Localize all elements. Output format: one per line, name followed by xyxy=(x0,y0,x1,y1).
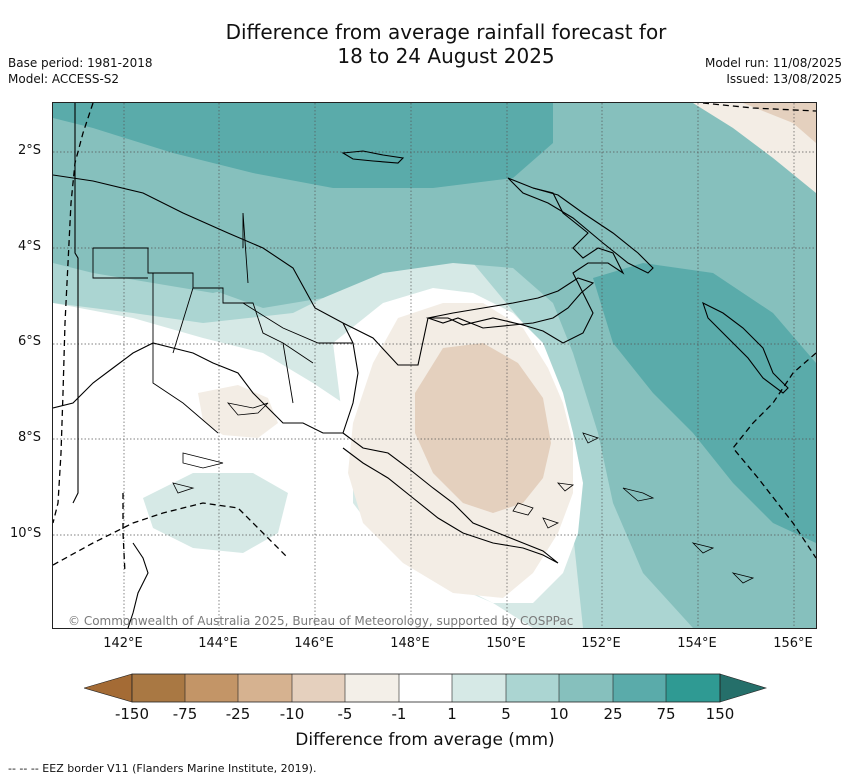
cb-tick-1: -75 xyxy=(172,705,198,723)
png-border xyxy=(72,103,79,504)
cb-tick-6: 1 xyxy=(447,705,457,723)
colorbar-seg-10 xyxy=(613,674,666,702)
eez-east xyxy=(732,352,817,559)
eez-south xyxy=(52,502,289,566)
meta-left: Base period: 1981-2018 Model: ACCESS-S2 xyxy=(8,55,153,87)
cb-tick-2: -25 xyxy=(225,705,251,723)
eez-footnote: -- -- -- EEZ border V11 (Flanders Marine… xyxy=(8,762,317,775)
colorbar-seg-12 xyxy=(719,673,768,703)
colorbar-seg-3 xyxy=(238,674,292,702)
colorbar-seg-5 xyxy=(345,674,399,702)
province-lines xyxy=(92,212,353,434)
colorbar-title: Difference from average (mm) xyxy=(295,730,555,750)
wet-medium-northwest xyxy=(53,183,273,293)
eez-torres xyxy=(122,493,126,574)
colorbar xyxy=(84,673,768,703)
dry-light-center xyxy=(415,343,551,513)
lat-label-6s: 6°S xyxy=(18,334,42,349)
eez-northeast xyxy=(702,102,817,112)
colorbar-seg-6 xyxy=(399,674,452,702)
gridlines xyxy=(53,103,816,628)
wet-strong-north xyxy=(53,103,553,188)
lat-label-8s: 8°S xyxy=(18,430,42,445)
bougainville xyxy=(702,301,789,394)
dry-northeast xyxy=(693,103,816,193)
lon-label-156e: 156°E xyxy=(773,636,813,651)
model-run: Model run: 11/08/2025 xyxy=(704,56,842,70)
papuan-peninsula xyxy=(342,432,559,564)
model-name: Model: ACCESS-S2 xyxy=(8,72,120,86)
issued-date: Issued: 13/08/2025 xyxy=(726,72,842,86)
chart-title: Difference from average rainfall forecas… xyxy=(0,20,850,68)
cb-tick-9: 25 xyxy=(603,705,623,723)
cb-tick-10: 75 xyxy=(656,705,676,723)
title-line-1: Difference from average rainfall forecas… xyxy=(225,20,667,44)
manus-island xyxy=(341,150,405,164)
lat-label-4s: 4°S xyxy=(18,239,42,254)
cb-tick-11: 150 xyxy=(705,705,735,723)
lat-label-2s: 2°S xyxy=(18,143,42,158)
colorbar-seg-4 xyxy=(292,674,345,702)
eez-west xyxy=(52,102,94,524)
lon-label-148e: 148°E xyxy=(390,636,430,651)
rainfall-map xyxy=(52,102,817,629)
cb-tick-8: 10 xyxy=(549,705,569,723)
colorbar-seg-11 xyxy=(666,674,720,702)
wet-strong-east xyxy=(593,263,816,543)
neutral-zone xyxy=(53,303,533,628)
colorbar-seg-9 xyxy=(559,674,613,702)
lon-label-144e: 144°E xyxy=(198,636,238,651)
solomon-islands xyxy=(622,487,755,584)
lat-label-10s: 10°S xyxy=(10,526,42,541)
lon-label-146e: 146°E xyxy=(294,636,334,651)
torres-islands xyxy=(172,452,224,494)
lon-label-152e: 152°E xyxy=(581,636,621,651)
gulf-islands xyxy=(226,402,269,416)
map-svg xyxy=(52,102,817,629)
meta-right: Model run: 11/08/2025 Issued: 13/08/2025 xyxy=(705,55,842,87)
title-line-2: 18 to 24 August 2025 xyxy=(337,44,555,68)
cb-tick-5: -1 xyxy=(391,705,407,723)
new-ireland xyxy=(507,177,654,274)
cb-tick-3: -10 xyxy=(279,705,305,723)
colorbar-seg-8 xyxy=(506,674,559,702)
wet-medium-region xyxy=(53,103,816,628)
lon-label-142e: 142°E xyxy=(103,636,143,651)
new-guinea-coast xyxy=(52,174,625,434)
colorbar-seg-0 xyxy=(84,673,133,703)
colorbar-seg-2 xyxy=(185,674,238,702)
lon-label-150e: 150°E xyxy=(486,636,526,651)
trobriand-islands xyxy=(556,432,600,492)
base-period: Base period: 1981-2018 xyxy=(8,56,153,70)
lon-label-154e: 154°E xyxy=(677,636,717,651)
cape-york xyxy=(127,542,149,629)
colorbar-seg-7 xyxy=(452,674,506,702)
dry-northeast-core xyxy=(743,103,816,143)
coastlines xyxy=(52,103,789,629)
cb-tick-7: 5 xyxy=(501,705,511,723)
new-britain xyxy=(425,277,595,329)
eez-borders xyxy=(52,102,817,574)
dentrecasteaux-islands xyxy=(512,502,560,529)
cb-tick-4: -5 xyxy=(337,705,353,723)
copyright-notice: © Commonwealth of Australia 2025, Bureau… xyxy=(68,614,574,628)
colorbar-seg-1 xyxy=(132,674,185,702)
cb-tick-0: -150 xyxy=(114,705,150,723)
